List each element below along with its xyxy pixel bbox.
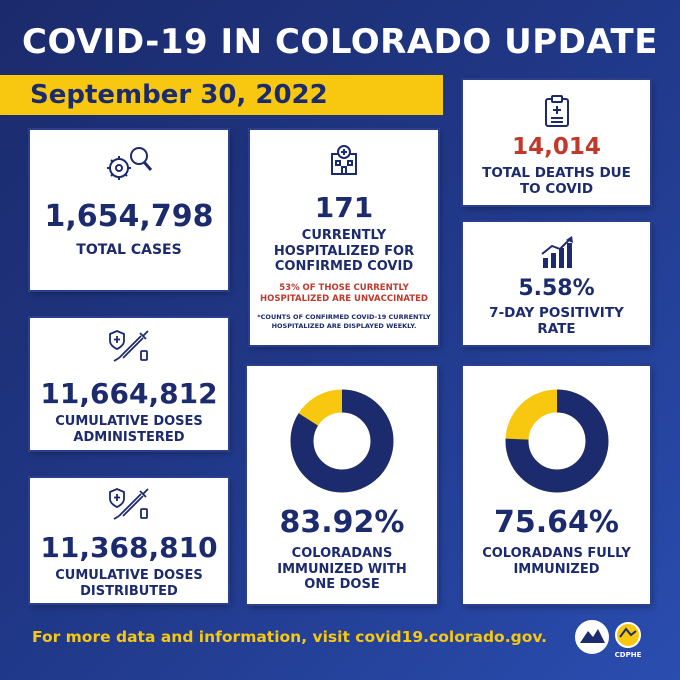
card-hospitalized: 171 CURRENTLY HOSPITALIZED FOR CONFIRMED… <box>250 130 438 345</box>
hospitalized-label-line: CURRENTLY <box>301 228 387 243</box>
vaccine-syringe-icon <box>30 486 228 520</box>
one-dose-donut <box>290 389 394 493</box>
doses-distributed-value: 11,368,810 <box>40 531 218 564</box>
fully-immunized-label-line: COLORADANS FULLY <box>482 546 631 561</box>
doses-administered-label-line: CUMULATIVE DOSES <box>55 414 203 429</box>
unvaccinated-note-line: HOSPITALIZED ARE UNVACCINATED <box>260 293 428 304</box>
one-dose-immunized-arc <box>290 389 394 493</box>
total-cases-label: TOTAL CASES <box>76 242 182 258</box>
deaths-label-line: TOTAL DEATHS DUE <box>482 165 631 181</box>
card-deaths: 14,014 TOTAL DEATHS DUE TO COVID <box>463 80 650 205</box>
positivity-label-line: RATE <box>537 321 576 338</box>
card-doses-distributed: 11,368,810 CUMULATIVE DOSES DISTRIBUTED <box>30 478 228 603</box>
fully-immunized-arc <box>505 389 608 493</box>
fully-immunized-value: 75.64% <box>494 505 619 540</box>
one-dose-value: 83.92% <box>279 505 405 540</box>
deaths-label-line: TO COVID <box>519 181 594 198</box>
fully-immunized-label-line: IMMUNIZED <box>513 561 600 577</box>
card-positivity: 5.58% 7-DAY POSITIVITY RATE <box>463 222 650 345</box>
footer-info-link-text: For more data and information, visit cov… <box>32 628 548 646</box>
card-one-dose: 83.92% COLORADANS IMMUNIZED WITH ONE DOS… <box>247 366 437 604</box>
doses-distributed-label-line: CUMULATIVE DOSES <box>55 568 203 583</box>
weekly-footnote-line: *COUNTS OF CONFIRMED COVID-19 CURRENTLY <box>257 312 431 321</box>
one-dose-label-line: COLORADANS <box>291 546 393 561</box>
weekly-footnote-line: HOSPITALIZED ARE DISPLAYED WEEKLY. <box>271 321 417 330</box>
total-cases-value: 1,654,798 <box>44 199 214 234</box>
one-dose-label-line: IMMUNIZED WITH <box>277 561 407 577</box>
clipboard-medical-icon <box>463 94 650 128</box>
deaths-value: 14,014 <box>512 134 601 160</box>
fully-immunized-donut <box>505 389 608 493</box>
card-total-cases: 1,654,798 TOTAL CASES <box>30 130 228 290</box>
doses-distributed-label-line: DISTRIBUTED <box>80 583 178 599</box>
bar-chart-trend-icon <box>463 234 650 270</box>
hospital-icon <box>250 144 438 176</box>
positivity-label-line: 7-DAY POSITIVITY <box>489 305 624 321</box>
hospitalized-label-line: HOSPITALIZED FOR <box>273 243 415 259</box>
unvaccinated-note-line: 53% OF THOSE CURRENTLY <box>279 282 409 293</box>
card-doses-administered: 11,664,812 CUMULATIVE DOSES ADMINISTERED <box>30 318 228 450</box>
logo-text: CDPHE <box>615 651 642 659</box>
vaccine-syringe-icon <box>30 328 228 362</box>
date-banner: September 30, 2022 <box>0 75 443 115</box>
one-dose-label-line: ONE DOSE <box>304 577 380 593</box>
virus-magnifier-icon <box>30 144 228 186</box>
hospitalized-label-line: CONFIRMED COVID <box>274 259 414 275</box>
doses-administered-label-line: ADMINISTERED <box>73 429 185 445</box>
positivity-value: 5.58% <box>518 276 595 301</box>
doses-administered-value: 11,664,812 <box>40 377 218 410</box>
card-fully-immunized: 75.64% COLORADANS FULLY IMMUNIZED <box>463 366 650 604</box>
cdphe-logo: CDPHE <box>574 613 654 663</box>
hospitalized-value: 171 <box>314 191 374 224</box>
page-title: COVID-19 IN COLORADO UPDATE <box>22 22 658 62</box>
